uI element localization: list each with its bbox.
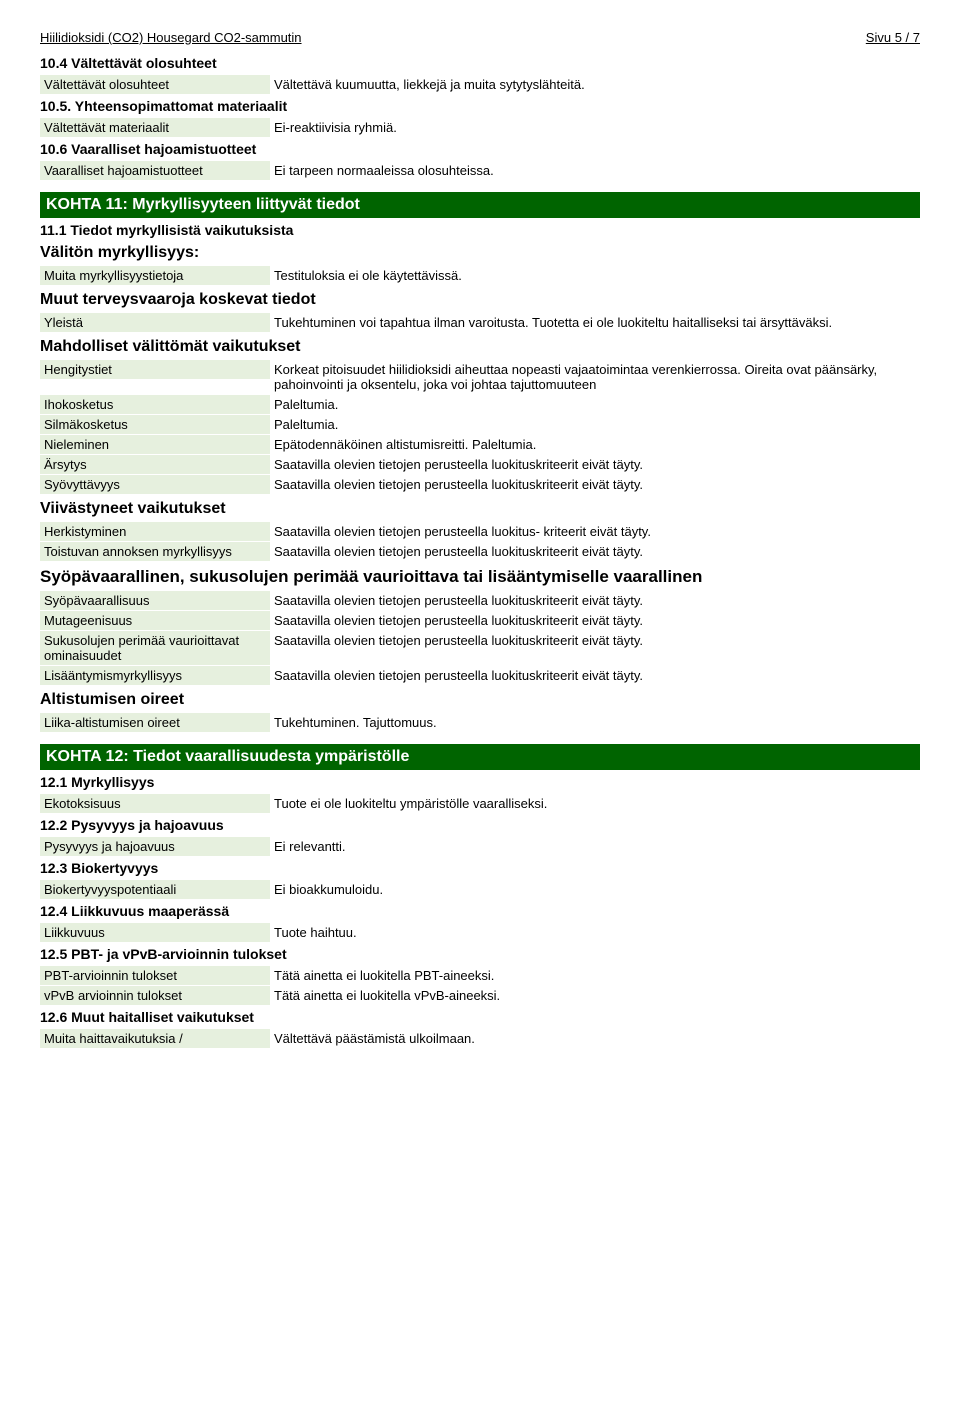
kv-row: Toistuvan annoksen myrkyllisyys Saatavil… <box>40 542 920 561</box>
section-12-1-heading: 12.1 Myrkyllisyys <box>40 774 920 790</box>
kv-label: Yleistä <box>40 313 270 332</box>
altistumisen-heading: Altistumisen oireet <box>40 691 920 709</box>
kv-row: Vältettävät materiaalit Ei-reaktiivisia … <box>40 118 920 137</box>
kv-row: Ekotoksisuus Tuote ei ole luokiteltu ymp… <box>40 794 920 813</box>
kv-label: Mutageenisuus <box>40 611 270 630</box>
kv-row: Ihokosketus Paleltumia. <box>40 395 920 414</box>
kv-value: Vältettävä kuumuutta, liekkejä ja muita … <box>270 75 920 94</box>
kv-label: Liika-altistumisen oireet <box>40 713 270 732</box>
kv-label: Vaaralliset hajoamistuotteet <box>40 161 270 180</box>
kv-label: PBT-arvioinnin tulokset <box>40 966 270 985</box>
kv-value: Tukehtuminen voi tapahtua ilman varoitus… <box>270 313 920 332</box>
kv-label: Muita myrkyllisyystietoja <box>40 266 270 285</box>
kv-value: Saatavilla olevien tietojen perusteella … <box>270 666 920 685</box>
kv-row: Silmäkosketus Paleltumia. <box>40 415 920 434</box>
kv-row: Hengitystiet Korkeat pitoisuudet hiilidi… <box>40 360 920 394</box>
kv-row: Vältettävät olosuhteet Vältettävä kuumuu… <box>40 75 920 94</box>
syopa-heading: Syöpävaarallinen, sukusolujen perimää va… <box>40 567 920 587</box>
kv-label: Lisääntymismyrkyllisyys <box>40 666 270 685</box>
kv-row: Muita myrkyllisyystietoja Testituloksia … <box>40 266 920 285</box>
kv-row: Herkistyminen Saatavilla olevien tietoje… <box>40 522 920 541</box>
kv-label: Toistuvan annoksen myrkyllisyys <box>40 542 270 561</box>
kv-row: Pysyvyys ja hajoavuus Ei relevantti. <box>40 837 920 856</box>
document-title: Hiilidioksidi (CO2) Housegard CO2-sammut… <box>40 30 302 45</box>
kv-value: Saatavilla olevien tietojen perusteella … <box>270 522 920 541</box>
kv-label: Pysyvyys ja hajoavuus <box>40 837 270 856</box>
kv-value: Ei bioakkumuloidu. <box>270 880 920 899</box>
kv-label: Ihokosketus <box>40 395 270 414</box>
section-12-5-heading: 12.5 PBT- ja vPvB-arvioinnin tulokset <box>40 946 920 962</box>
kv-label: Ärsytys <box>40 455 270 474</box>
kv-value: Saatavilla olevien tietojen perusteella … <box>270 591 920 610</box>
kv-row: Muita haittavaikutuksia / Vältettävä pää… <box>40 1029 920 1048</box>
kv-row: Sukusolujen perimää vaurioittavat ominai… <box>40 631 920 665</box>
kv-label: Silmäkosketus <box>40 415 270 434</box>
kv-row: Liikkuvuus Tuote haihtuu. <box>40 923 920 942</box>
kv-value: Testituloksia ei ole käytettävissä. <box>270 266 920 285</box>
section-10-5-heading: 10.5. Yhteensopimattomat materiaalit <box>40 98 920 114</box>
kv-value: Tuote ei ole luokiteltu ympäristölle vaa… <box>270 794 920 813</box>
kv-value: Paleltumia. <box>270 395 920 414</box>
kv-label: Syövyttävyys <box>40 475 270 494</box>
viivastyneet-heading: Viivästyneet vaikutukset <box>40 500 920 518</box>
kv-row: Vaaralliset hajoamistuotteet Ei tarpeen … <box>40 161 920 180</box>
section-11-1-heading: 11.1 Tiedot myrkyllisistä vaikutuksista <box>40 222 920 238</box>
kv-row: Biokertyvyyspotentiaali Ei bioakkumuloid… <box>40 880 920 899</box>
kv-row: PBT-arvioinnin tulokset Tätä ainetta ei … <box>40 966 920 985</box>
kv-label: Ekotoksisuus <box>40 794 270 813</box>
kohta-12-bar: KOHTA 12: Tiedot vaarallisuudesta ympäri… <box>40 744 920 770</box>
kv-label: vPvB arvioinnin tulokset <box>40 986 270 1005</box>
kv-value: Tätä ainetta ei luokitella PBT-aineeksi. <box>270 966 920 985</box>
kv-row: Lisääntymismyrkyllisyys Saatavilla olevi… <box>40 666 920 685</box>
kv-row: Mutageenisuus Saatavilla olevien tietoje… <box>40 611 920 630</box>
kv-value: Tätä ainetta ei luokitella vPvB-aineeksi… <box>270 986 920 1005</box>
kv-value: Tukehtuminen. Tajuttomuus. <box>270 713 920 732</box>
page-header: Hiilidioksidi (CO2) Housegard CO2-sammut… <box>40 30 920 45</box>
kv-value: Paleltumia. <box>270 415 920 434</box>
section-12-6-heading: 12.6 Muut haitalliset vaikutukset <box>40 1009 920 1025</box>
kv-value: Saatavilla olevien tietojen perusteella … <box>270 455 920 474</box>
mahdolliset-heading: Mahdolliset välittömät vaikutukset <box>40 338 920 356</box>
kv-row: Liika-altistumisen oireet Tukehtuminen. … <box>40 713 920 732</box>
kv-label: Liikkuvuus <box>40 923 270 942</box>
kv-label: Vältettävät materiaalit <box>40 118 270 137</box>
kv-value: Saatavilla olevien tietojen perusteella … <box>270 542 920 561</box>
kv-label: Muita haittavaikutuksia / <box>40 1029 270 1048</box>
kv-value: Ei tarpeen normaaleissa olosuhteissa. <box>270 161 920 180</box>
kv-label: Nieleminen <box>40 435 270 454</box>
kv-value: Saatavilla olevien tietojen perusteella … <box>270 475 920 494</box>
section-12-4-heading: 12.4 Liikkuvuus maaperässä <box>40 903 920 919</box>
valiton-heading: Välitön myrkyllisyys: <box>40 244 920 262</box>
kv-label: Vältettävät olosuhteet <box>40 75 270 94</box>
kv-value: Epätodennäköinen altistumisreitti. Palel… <box>270 435 920 454</box>
section-10-6-heading: 10.6 Vaaralliset hajoamistuotteet <box>40 141 920 157</box>
kv-row: Syövyttävyys Saatavilla olevien tietojen… <box>40 475 920 494</box>
kv-value: Saatavilla olevien tietojen perusteella … <box>270 611 920 630</box>
kohta-11-bar: KOHTA 11: Myrkyllisyyteen liittyvät tied… <box>40 192 920 218</box>
section-12-2-heading: 12.2 Pysyvyys ja hajoavuus <box>40 817 920 833</box>
kv-value: Saatavilla olevien tietojen perusteella … <box>270 631 920 650</box>
kv-label: Syöpävaarallisuus <box>40 591 270 610</box>
page-number: Sivu 5 / 7 <box>866 30 920 45</box>
kv-value: Ei-reaktiivisia ryhmiä. <box>270 118 920 137</box>
kv-row: Yleistä Tukehtuminen voi tapahtua ilman … <box>40 313 920 332</box>
kv-label: Hengitystiet <box>40 360 270 379</box>
kv-row: Nieleminen Epätodennäköinen altistumisre… <box>40 435 920 454</box>
kv-value: Tuote haihtuu. <box>270 923 920 942</box>
section-10-4-heading: 10.4 Vältettävät olosuhteet <box>40 55 920 71</box>
muut-heading: Muut terveysvaaroja koskevat tiedot <box>40 291 920 309</box>
kv-label: Biokertyvyyspotentiaali <box>40 880 270 899</box>
kv-label: Sukusolujen perimää vaurioittavat ominai… <box>40 631 270 665</box>
kv-row: vPvB arvioinnin tulokset Tätä ainetta ei… <box>40 986 920 1005</box>
kv-value: Vältettävä päästämistä ulkoilmaan. <box>270 1029 920 1048</box>
kv-row: Ärsytys Saatavilla olevien tietojen peru… <box>40 455 920 474</box>
kv-row: Syöpävaarallisuus Saatavilla olevien tie… <box>40 591 920 610</box>
kv-value: Ei relevantti. <box>270 837 920 856</box>
section-12-3-heading: 12.3 Biokertyvyys <box>40 860 920 876</box>
kv-value: Korkeat pitoisuudet hiilidioksidi aiheut… <box>270 360 920 394</box>
kv-label: Herkistyminen <box>40 522 270 541</box>
